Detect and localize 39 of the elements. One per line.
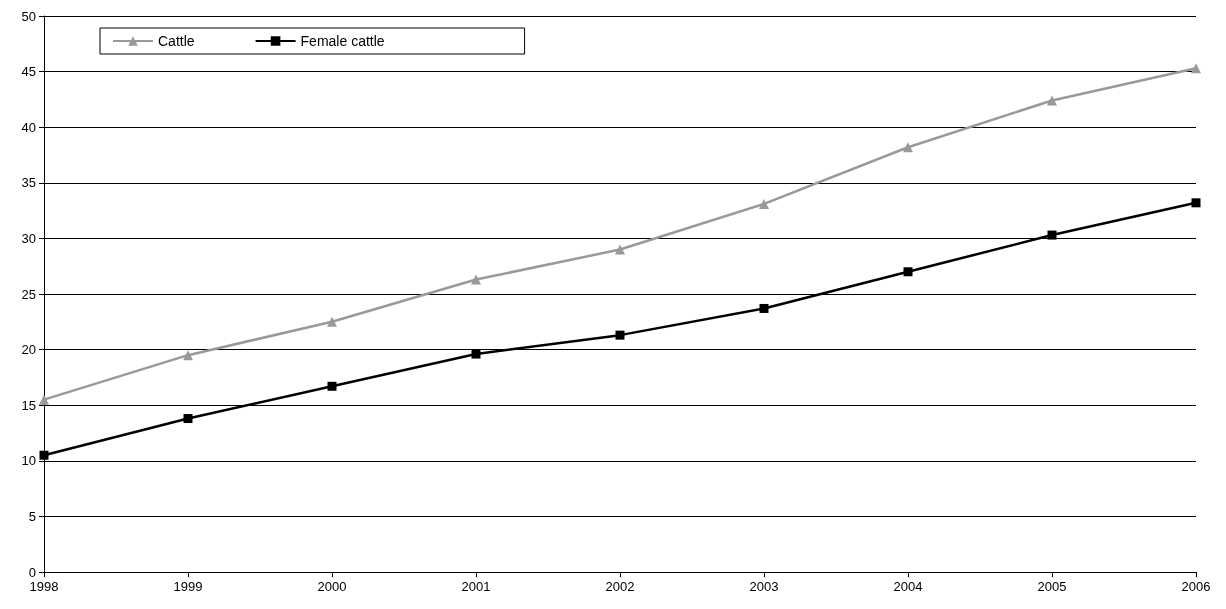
x-tick-label: 2000 (317, 579, 347, 594)
point (327, 316, 337, 327)
y-tick-label: 45 (21, 64, 36, 80)
y-tick-label: 20 (21, 342, 36, 358)
y-tick-label: 15 (21, 397, 36, 413)
point (183, 350, 193, 361)
x-tick-label: 2001 (461, 579, 491, 594)
legend-label: Cattle (158, 33, 195, 49)
x-tick-label: 2003 (749, 579, 779, 594)
point (39, 394, 49, 405)
point (327, 381, 337, 391)
y-tick-label: 25 (21, 286, 36, 302)
point (903, 267, 913, 277)
x-tick-label: 1999 (173, 579, 203, 594)
point (1191, 198, 1201, 208)
y-tick-label: 40 (21, 119, 36, 135)
y-tick-label: 35 (21, 175, 36, 191)
point (471, 349, 481, 359)
x-tick-label: 2005 (1037, 579, 1067, 594)
y-tick-label: 50 (21, 8, 36, 24)
x-tick-label: 1998 (29, 579, 59, 594)
point (1191, 63, 1201, 74)
y-tick-label: 10 (21, 453, 36, 469)
y-tick-label: 0 (28, 564, 36, 580)
point (759, 303, 769, 313)
point (471, 274, 481, 285)
point (615, 330, 625, 340)
point (1047, 95, 1057, 106)
x-tick-label: 2006 (1181, 579, 1211, 594)
x-tick-label: 2004 (893, 579, 923, 594)
y-tick-label: 30 (21, 230, 36, 246)
x-tick-label: 2002 (605, 579, 635, 594)
point (1047, 230, 1057, 240)
point (183, 414, 193, 424)
legend-label: Female cattle (300, 33, 385, 49)
point (759, 198, 769, 209)
point (903, 142, 913, 153)
point (615, 244, 625, 255)
y-tick-label: 5 (28, 508, 36, 524)
